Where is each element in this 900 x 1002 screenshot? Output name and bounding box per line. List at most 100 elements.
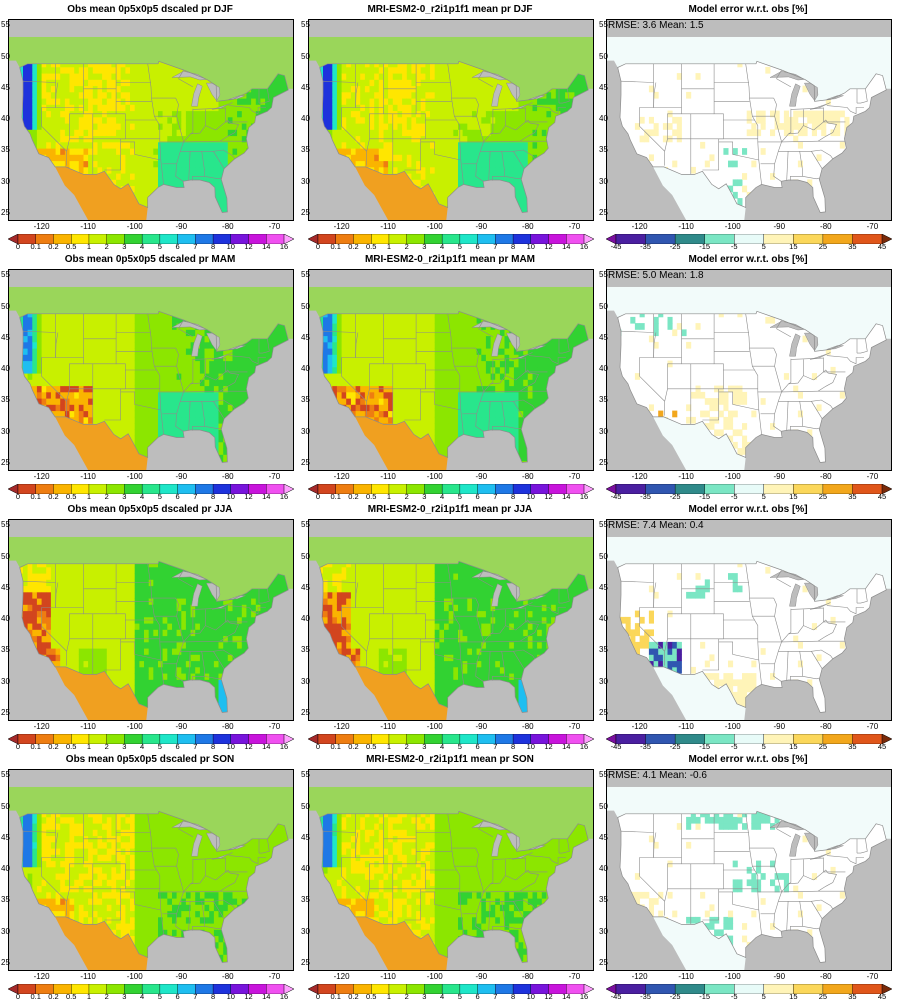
lat-tick-label: 35 xyxy=(301,896,310,904)
map-frame xyxy=(308,769,594,971)
lat-tick-label: 50 xyxy=(301,553,310,561)
lat-tick-label: 25 xyxy=(599,459,608,467)
lon-tick-label: -70 xyxy=(867,222,879,231)
map-frame xyxy=(606,769,892,971)
lat-tick-label: 35 xyxy=(599,896,608,904)
lon-tick-label: -90 xyxy=(475,222,487,231)
lon-tick-label: -80 xyxy=(522,472,534,481)
lon-tick-label: -100 xyxy=(725,472,741,481)
lat-tick-label: 25 xyxy=(301,709,310,717)
lon-tick-label: -100 xyxy=(725,722,741,731)
panel-title: Obs mean 0p5x0p5 dscaled pr DJF xyxy=(0,4,300,15)
lat-tick-label: 35 xyxy=(1,896,10,904)
lat-tick-label: 35 xyxy=(301,646,310,654)
map-canvas xyxy=(607,770,891,970)
map-frame xyxy=(606,519,892,721)
map-canvas xyxy=(9,20,293,220)
colorbar-segment xyxy=(734,484,764,494)
lat-tick-label: 30 xyxy=(599,178,608,186)
nodata-strip xyxy=(309,270,593,287)
lat-tick-label: 25 xyxy=(1,459,10,467)
lat-tick-label: 30 xyxy=(301,178,310,186)
lon-tick-label: -70 xyxy=(569,472,581,481)
lat-tick-label: 45 xyxy=(599,84,608,92)
lon-tick-label: -90 xyxy=(773,722,785,731)
lat-tick-label: 40 xyxy=(301,365,310,373)
error-stats: RMSE: 7.4 Mean: 0.4 xyxy=(608,520,704,531)
panel-title: MRI-ESM2-0_r2i1p1f1 mean pr SON xyxy=(300,754,600,765)
lat-tick-label: 35 xyxy=(1,146,10,154)
nodata-strip xyxy=(9,270,293,287)
lat-tick-label: 45 xyxy=(301,334,310,342)
lat-tick-label: 50 xyxy=(301,303,310,311)
lon-tick-label: -70 xyxy=(867,722,879,731)
lon-tick-label: -110 xyxy=(380,222,395,231)
lon-tick-label: -120 xyxy=(632,972,648,981)
lat-tick-label: 40 xyxy=(599,615,608,623)
lon-tick-label: -80 xyxy=(522,222,534,231)
lon-tick-label: -120 xyxy=(334,972,350,981)
map-frame xyxy=(8,269,294,471)
map-frame xyxy=(308,19,594,221)
lon-tick-label: -120 xyxy=(632,472,648,481)
panel-title: Model error w.r.t. obs [%] xyxy=(598,754,898,765)
lon-tick-label: -80 xyxy=(522,722,534,731)
lat-tick-label: 45 xyxy=(1,834,10,842)
lat-tick-label: 35 xyxy=(599,646,608,654)
lat-tick-label: 45 xyxy=(599,584,608,592)
lat-tick-label: 50 xyxy=(1,303,10,311)
lon-tick-label: -100 xyxy=(427,222,443,231)
panel-title: Model error w.r.t. obs [%] xyxy=(598,254,898,265)
lat-tick-label: 55 xyxy=(301,771,310,779)
lat-tick-label: 40 xyxy=(1,615,10,623)
lat-tick-label: 40 xyxy=(599,865,608,873)
lon-tick-label: -80 xyxy=(222,472,234,481)
nodata-strip xyxy=(309,20,593,37)
colorbar-segment xyxy=(734,234,764,244)
lat-tick-label: 35 xyxy=(301,146,310,154)
lat-tick-label: 45 xyxy=(599,334,608,342)
map-frame xyxy=(8,769,294,971)
panel-title: Obs mean 0p5x0p5 dscaled pr JJA xyxy=(0,504,300,515)
panel-title: Obs mean 0p5x0p5 dscaled pr SON xyxy=(0,754,300,765)
lat-tick-label: 40 xyxy=(301,865,310,873)
lon-tick-label: -70 xyxy=(569,222,581,231)
lat-tick-label: 55 xyxy=(301,521,310,529)
lon-tick-label: -80 xyxy=(820,972,832,981)
lon-tick-label: -110 xyxy=(80,222,95,231)
lon-tick-label: -110 xyxy=(678,972,693,981)
lat-tick-label: 30 xyxy=(1,928,10,936)
lon-tick-label: -100 xyxy=(127,722,143,731)
lat-tick-label: 40 xyxy=(1,365,10,373)
panel-title: Model error w.r.t. obs [%] xyxy=(598,504,898,515)
lat-tick-label: 55 xyxy=(599,21,608,29)
lon-tick-label: -80 xyxy=(222,222,234,231)
lat-tick-label: 55 xyxy=(599,771,608,779)
lon-tick-label: -100 xyxy=(427,722,443,731)
error-stats: RMSE: 3.6 Mean: 1.5 xyxy=(608,20,704,31)
lat-tick-label: 40 xyxy=(1,115,10,123)
lon-tick-label: -100 xyxy=(427,972,443,981)
lon-tick-label: -70 xyxy=(269,722,281,731)
map-canvas xyxy=(607,20,891,220)
lat-tick-label: 35 xyxy=(301,396,310,404)
lat-tick-label: 45 xyxy=(1,84,10,92)
lon-tick-label: -80 xyxy=(222,722,234,731)
lat-tick-label: 35 xyxy=(599,146,608,154)
lat-tick-label: 45 xyxy=(1,334,10,342)
lon-tick-label: -80 xyxy=(820,722,832,731)
lon-tick-label: -110 xyxy=(380,722,395,731)
lat-tick-label: 55 xyxy=(599,521,608,529)
lon-tick-label: -90 xyxy=(773,222,785,231)
lat-tick-label: 55 xyxy=(301,271,310,279)
lon-tick-label: -120 xyxy=(334,722,350,731)
lat-tick-label: 35 xyxy=(1,646,10,654)
lat-tick-label: 30 xyxy=(1,678,10,686)
lat-tick-label: 50 xyxy=(599,553,608,561)
